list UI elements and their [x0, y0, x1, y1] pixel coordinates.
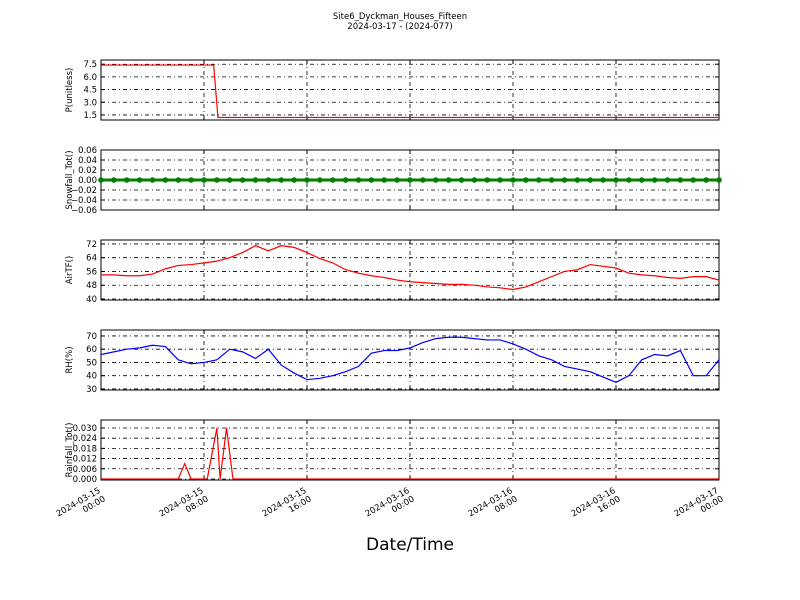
y-tick-label: 72 [86, 240, 97, 250]
data-line [101, 64, 719, 119]
data-point [162, 177, 169, 183]
data-point [278, 177, 285, 183]
y-tick-label: 0.02 [78, 166, 97, 176]
data-point [510, 177, 516, 183]
data-point [664, 177, 671, 183]
y-tick-label: 40 [86, 295, 97, 305]
y-tick-label: 0.04 [78, 156, 97, 166]
data-point [535, 177, 542, 183]
y-tick-label: 60 [86, 345, 97, 355]
y-tick-label: 50 [86, 358, 97, 368]
y-axis-label: Rainfall_Tot() [65, 423, 75, 478]
data-point [651, 177, 658, 183]
y-tick-label: 56 [86, 267, 97, 277]
data-point [484, 177, 491, 183]
data-point [329, 177, 336, 183]
y-axis-label: Snowfall_Tot() [65, 150, 75, 209]
data-point [523, 177, 529, 183]
data-point [600, 177, 606, 183]
data-point [355, 177, 362, 183]
data-point [690, 177, 697, 183]
data-point [587, 177, 594, 183]
data-point [239, 177, 246, 183]
data-point [136, 177, 143, 183]
data-point [497, 177, 503, 183]
data-point [201, 177, 207, 183]
x-axis-label: Date/Time [366, 535, 454, 555]
y-tick-label: 0.024 [73, 434, 97, 444]
y-tick-label: 70 [86, 332, 97, 342]
y-tick-label: 48 [86, 281, 97, 291]
y-tick-label: −0.02 [71, 186, 97, 196]
y-tick-label: 0.000 [73, 475, 97, 485]
y-tick-label: −0.06 [71, 206, 97, 216]
y-tick-label: 0.06 [78, 146, 97, 156]
data-point [703, 177, 709, 183]
data-point [574, 177, 581, 183]
data-point [226, 177, 233, 183]
chart-subtitle: 2024-03-17 - (2024-077) [347, 22, 452, 32]
data-point [432, 177, 439, 183]
y-tick-label: 64 [86, 254, 97, 264]
y-tick-label: 0.006 [73, 465, 97, 475]
y-tick-label: 7.5 [83, 60, 97, 70]
data-point [342, 177, 349, 183]
data-point [716, 177, 722, 183]
y-tick-label: 30 [86, 385, 97, 395]
data-point [381, 177, 388, 183]
data-point [291, 177, 297, 183]
y-tick-label: 0.012 [73, 455, 97, 465]
y-tick-label: −0.04 [71, 196, 97, 206]
data-point [149, 177, 156, 183]
data-point [407, 177, 413, 183]
data-point [188, 177, 194, 183]
data-point [98, 177, 104, 183]
data-point [548, 177, 555, 183]
y-tick-label: 0.018 [73, 444, 97, 454]
data-point [304, 177, 310, 183]
y-axis-label: P(unitless) [65, 68, 75, 113]
data-point [458, 177, 465, 183]
data-line [100, 336, 720, 383]
data-line [101, 427, 719, 480]
data-point [638, 177, 645, 183]
data-point [252, 177, 259, 183]
chart-title: Site6_Dyckman_Houses_Fifteen [333, 12, 467, 22]
data-point [175, 177, 182, 183]
y-tick-label: 0.00 [78, 176, 97, 186]
y-tick-label: 40 [86, 372, 97, 382]
data-point [445, 177, 452, 183]
y-axis-label: AirTF() [65, 256, 75, 284]
data-point [317, 177, 323, 183]
data-point [626, 177, 632, 183]
data-point [613, 177, 619, 183]
y-tick-label: 6.0 [83, 73, 97, 83]
data-point [561, 177, 568, 183]
data-point [394, 177, 400, 183]
y-axis-label: RH(%) [65, 346, 75, 373]
data-point [214, 177, 220, 183]
data-line [101, 245, 720, 291]
y-tick-label: 0.030 [73, 424, 97, 434]
data-point [111, 177, 117, 183]
data-point [471, 177, 478, 183]
y-tick-label: 4.5 [83, 86, 97, 96]
data-point [368, 177, 375, 183]
data-point [265, 177, 272, 183]
data-point [677, 177, 684, 183]
y-tick-label: 3.0 [83, 98, 97, 108]
y-tick-label: 1.5 [83, 111, 97, 121]
data-point [420, 177, 426, 183]
data-point [123, 177, 130, 183]
